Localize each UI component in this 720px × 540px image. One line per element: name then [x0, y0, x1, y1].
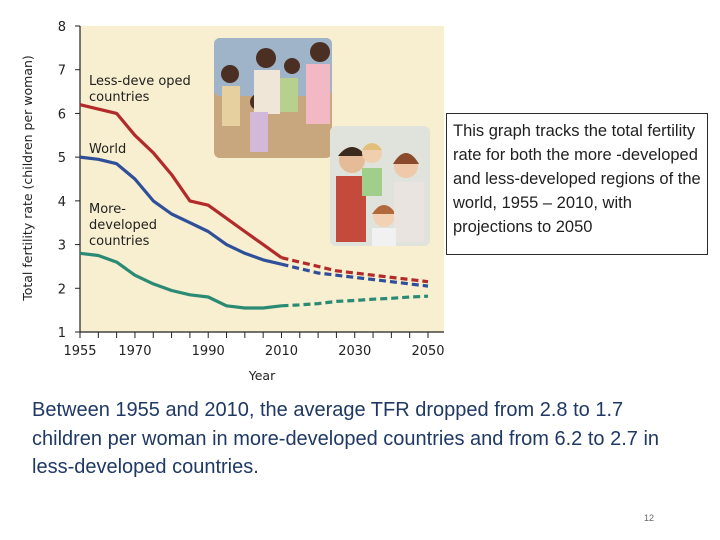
photo-family-more-developed — [330, 126, 430, 246]
x-tick-label: 2030 — [338, 344, 371, 359]
y-tick-label: 4 — [58, 195, 66, 210]
x-tick-label: 2010 — [265, 344, 298, 359]
series-lines — [79, 103, 429, 310]
y-tick-label: 8 — [58, 20, 66, 35]
series-projection-less-developed-countries — [281, 256, 429, 284]
series-label-more-developed-line1: More- — [89, 202, 126, 217]
y-tick-label: 6 — [58, 107, 66, 122]
series-projection-more-developed-countries — [281, 294, 429, 308]
y-axis-ticks: 1 2 3 4 5 6 7 8 — [58, 20, 80, 341]
y-tick-label: 7 — [58, 64, 66, 79]
x-tick-label: 2050 — [411, 344, 444, 359]
series-label-world: World — [89, 142, 126, 157]
x-tick-label: 1955 — [63, 344, 96, 359]
series-label-less-developed-line1: Less-deve oped — [89, 74, 191, 89]
y-axis-title: Total fertility rate (children per woman… — [20, 55, 35, 302]
series-label-more-developed-line2: developed — [89, 218, 157, 233]
x-axis-ticks: 1955 1970 1990 2010 2030 2050 — [63, 332, 445, 359]
y-tick-label: 5 — [58, 151, 66, 166]
description-callout: This graph tracks the total fertility ra… — [446, 113, 708, 255]
y-tick-label: 2 — [58, 282, 66, 297]
x-tick-label: 1970 — [118, 344, 151, 359]
summary-caption: Between 1955 and 2010, the average TFR d… — [32, 399, 660, 478]
series-line-more-developed-countries — [79, 251, 282, 310]
series-line-less-developed-countries — [79, 103, 283, 260]
series-projection-world — [281, 262, 429, 288]
x-axis-title: Year — [248, 368, 276, 383]
series-line-world — [79, 155, 282, 266]
series-label-less-developed-line2: countries — [89, 90, 150, 105]
x-tick-label: 1990 — [192, 344, 225, 359]
series-label-more-developed-line3: countries — [89, 234, 150, 249]
y-tick-label: 1 — [58, 326, 66, 341]
page-number: 12 — [644, 513, 655, 523]
y-tick-label: 3 — [58, 239, 66, 254]
photo-family-less-developed — [214, 38, 332, 158]
